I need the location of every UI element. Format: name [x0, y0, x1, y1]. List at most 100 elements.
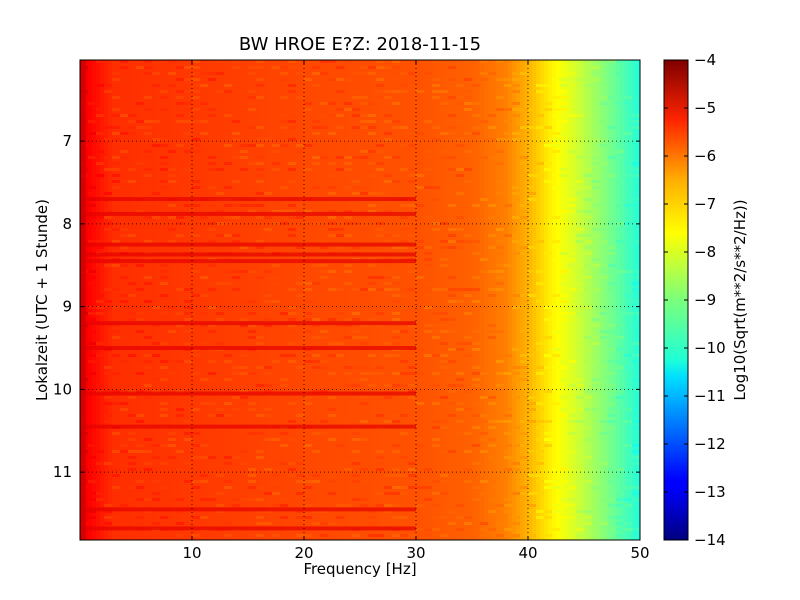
heatmap-cell — [352, 156, 360, 159]
heatmap-cell — [624, 294, 632, 297]
heatmap-cell — [400, 144, 408, 147]
heatmap-cell — [536, 474, 544, 477]
heatmap-cell — [208, 264, 216, 267]
heatmap-column — [112, 60, 117, 540]
heatmap-cell — [152, 138, 160, 141]
heatmap-cell — [328, 132, 336, 135]
heatmap-cell — [336, 504, 344, 507]
heatmap-cell — [432, 186, 440, 189]
heatmap-cell — [584, 252, 592, 255]
heatmap-cell — [232, 180, 240, 183]
heatmap-cell — [360, 396, 368, 399]
heatmap-cell — [376, 162, 384, 165]
heatmap-cell — [192, 408, 200, 411]
heatmap-cell — [504, 432, 512, 435]
heatmap-cell — [104, 366, 112, 369]
heatmap-cell — [296, 150, 304, 153]
heatmap-cell — [224, 354, 232, 357]
heatmap-cell — [272, 264, 280, 267]
heatmap-cell — [256, 366, 264, 369]
heatmap-cell — [304, 420, 312, 423]
heatmap-cell — [216, 60, 224, 63]
heatmap-cell — [128, 432, 136, 435]
heatmap-cell — [464, 240, 472, 243]
heatmap-band — [80, 211, 416, 216]
heatmap-cell — [360, 192, 368, 195]
heatmap-cell — [416, 246, 424, 249]
heatmap-cell — [112, 288, 120, 291]
heatmap-cell — [360, 480, 368, 483]
heatmap-cell — [328, 372, 336, 375]
heatmap-cell — [400, 414, 408, 417]
heatmap-cell — [232, 156, 240, 159]
heatmap-cell — [88, 492, 96, 495]
heatmap-cell — [328, 138, 336, 141]
heatmap-cell — [624, 174, 632, 177]
heatmap-cell — [352, 246, 360, 249]
heatmap-cell — [88, 456, 96, 459]
heatmap-cell — [472, 288, 480, 291]
heatmap-cell — [400, 216, 408, 219]
heatmap-cell — [448, 300, 456, 303]
heatmap-column — [616, 60, 621, 540]
heatmap-cell — [440, 408, 448, 411]
heatmap-cell — [96, 300, 104, 303]
heatmap-cell — [248, 66, 256, 69]
heatmap-cell — [224, 282, 232, 285]
heatmap-cell — [480, 198, 488, 201]
heatmap-cell — [480, 534, 488, 537]
heatmap-cell — [584, 198, 592, 201]
heatmap-cell — [128, 210, 136, 213]
heatmap-cell — [200, 456, 208, 459]
heatmap-column — [384, 60, 389, 540]
heatmap-cell — [536, 366, 544, 369]
heatmap-cell — [360, 126, 368, 129]
heatmap-cell — [256, 192, 264, 195]
heatmap-cell — [600, 96, 608, 99]
heatmap-cell — [328, 186, 336, 189]
heatmap-cell — [528, 90, 536, 93]
heatmap-cell — [408, 144, 416, 147]
heatmap-cell — [544, 510, 552, 513]
heatmap-cell — [368, 174, 376, 177]
heatmap-cell — [392, 444, 400, 447]
heatmap-cell — [408, 372, 416, 375]
heatmap-cell — [224, 84, 232, 87]
heatmap-cell — [344, 138, 352, 141]
heatmap-cell — [576, 234, 584, 237]
heatmap-cell — [472, 348, 480, 351]
heatmap-cell — [440, 492, 448, 495]
heatmap-cell — [352, 366, 360, 369]
heatmap-cell — [440, 312, 448, 315]
heatmap-cell — [248, 96, 256, 99]
heatmap-cell — [600, 312, 608, 315]
heatmap-cell — [104, 138, 112, 141]
heatmap-band — [80, 321, 416, 326]
heatmap-cell — [144, 336, 152, 339]
heatmap-cell — [408, 168, 416, 171]
heatmap-cell — [568, 150, 576, 153]
heatmap-cell — [216, 504, 224, 507]
heatmap-cell — [392, 90, 400, 93]
heatmap-cell — [168, 390, 176, 393]
heatmap-cell — [296, 246, 304, 249]
heatmap-cell — [288, 90, 296, 93]
heatmap-cell — [152, 492, 160, 495]
heatmap-cell — [496, 108, 504, 111]
heatmap-cell — [496, 246, 504, 249]
heatmap-cell — [464, 288, 472, 291]
heatmap-cell — [464, 90, 472, 93]
heatmap-cell — [496, 384, 504, 387]
heatmap-cell — [168, 498, 176, 501]
heatmap-cell — [176, 234, 184, 237]
heatmap-cell — [256, 66, 264, 69]
heatmap-cell — [152, 84, 160, 87]
heatmap-cell — [368, 372, 376, 375]
heatmap-cell — [440, 426, 448, 429]
heatmap-cell — [592, 72, 600, 75]
x-tick-label: 40 — [518, 544, 537, 562]
heatmap-cell — [304, 318, 312, 321]
heatmap-cell — [264, 492, 272, 495]
heatmap-cell — [360, 186, 368, 189]
heatmap-cell — [272, 306, 280, 309]
